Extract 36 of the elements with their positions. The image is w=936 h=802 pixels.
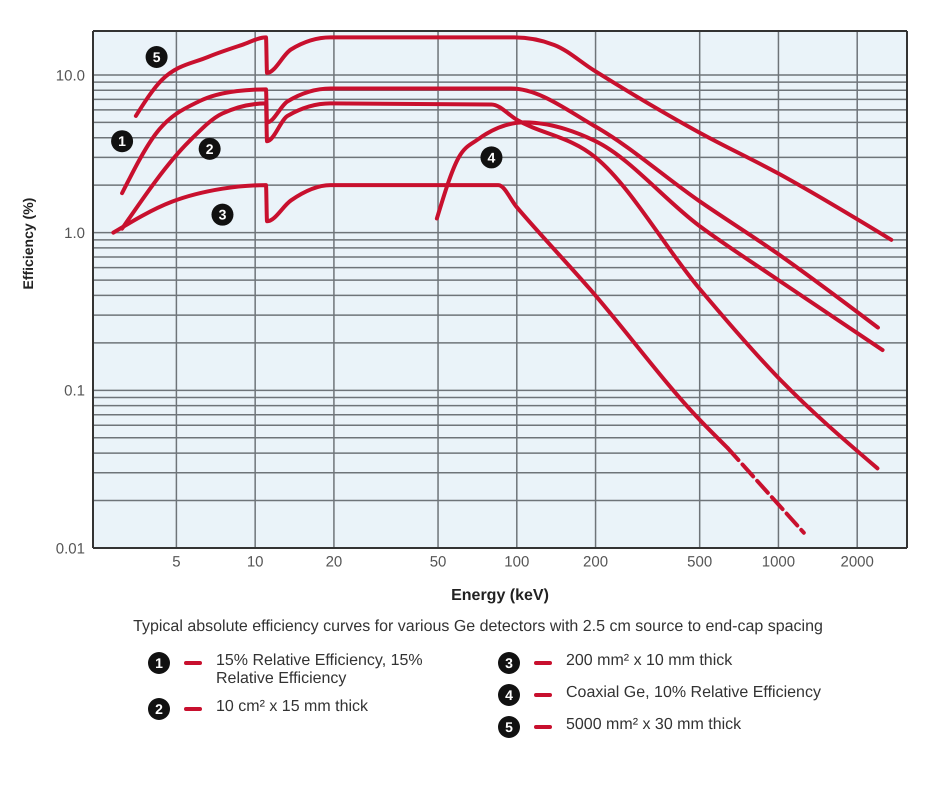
number-badge: 1 — [148, 652, 170, 674]
number-badge: 3 — [498, 652, 520, 674]
y-tick-label: 0.01 — [56, 540, 85, 558]
x-tick-label: 20 — [326, 554, 342, 571]
x-tick-label: 100 — [504, 554, 530, 571]
text: Typical absolute efficiency curves for various Ge detectors with 2.5 cm source to end-cap spacing — [132, 618, 824, 636]
number-badge: 2 — [148, 698, 170, 720]
annotation: 5 — [152, 48, 161, 65]
legend-label: Coaxial Ge, 10% Relative Efficiency — [566, 684, 821, 702]
x-axis-title: Energy (keV) — [451, 587, 549, 604]
number-badge: 2 — [198, 138, 221, 160]
y-axis-title: Efficiency (%) — [20, 198, 36, 290]
number-badge: 4 — [480, 146, 502, 168]
number-badge: 1 — [111, 130, 134, 152]
annotation: 2 — [206, 140, 214, 157]
y-tick-label: 10.0 — [56, 67, 85, 84]
legend-label: 10 cm² x 15 mm thick — [216, 698, 368, 716]
x-tick-label: 1000 — [762, 554, 796, 571]
x-tick-label: 500 — [687, 554, 712, 571]
x-tick-label: 5 — [172, 554, 181, 571]
y-tick-label: 0.1 — [64, 382, 85, 400]
y-tick-label: 1.0 — [64, 224, 85, 242]
number-badge: 5 — [146, 46, 168, 68]
legend-label: 15% Relative Efficiency, 15% Relative Efficiency — [216, 652, 424, 688]
annotation: 4 — [488, 149, 496, 166]
x-tick-label: 10 — [246, 554, 264, 571]
number-badge: 3 — [211, 204, 234, 226]
number-badge: 5 — [498, 716, 520, 738]
legend-label: 200 mm² x 10 mm thick — [566, 652, 732, 670]
x-tick-label: 50 — [430, 554, 446, 571]
annotation: 1 — [118, 133, 126, 150]
x-tick-label: 2000 — [840, 554, 874, 571]
legend-label: 5000 mm² x 30 mm thick — [566, 716, 742, 734]
x-tick-label: 200 — [583, 554, 608, 571]
number-badge: 4 — [498, 684, 520, 706]
annotation: 3 — [218, 206, 227, 223]
